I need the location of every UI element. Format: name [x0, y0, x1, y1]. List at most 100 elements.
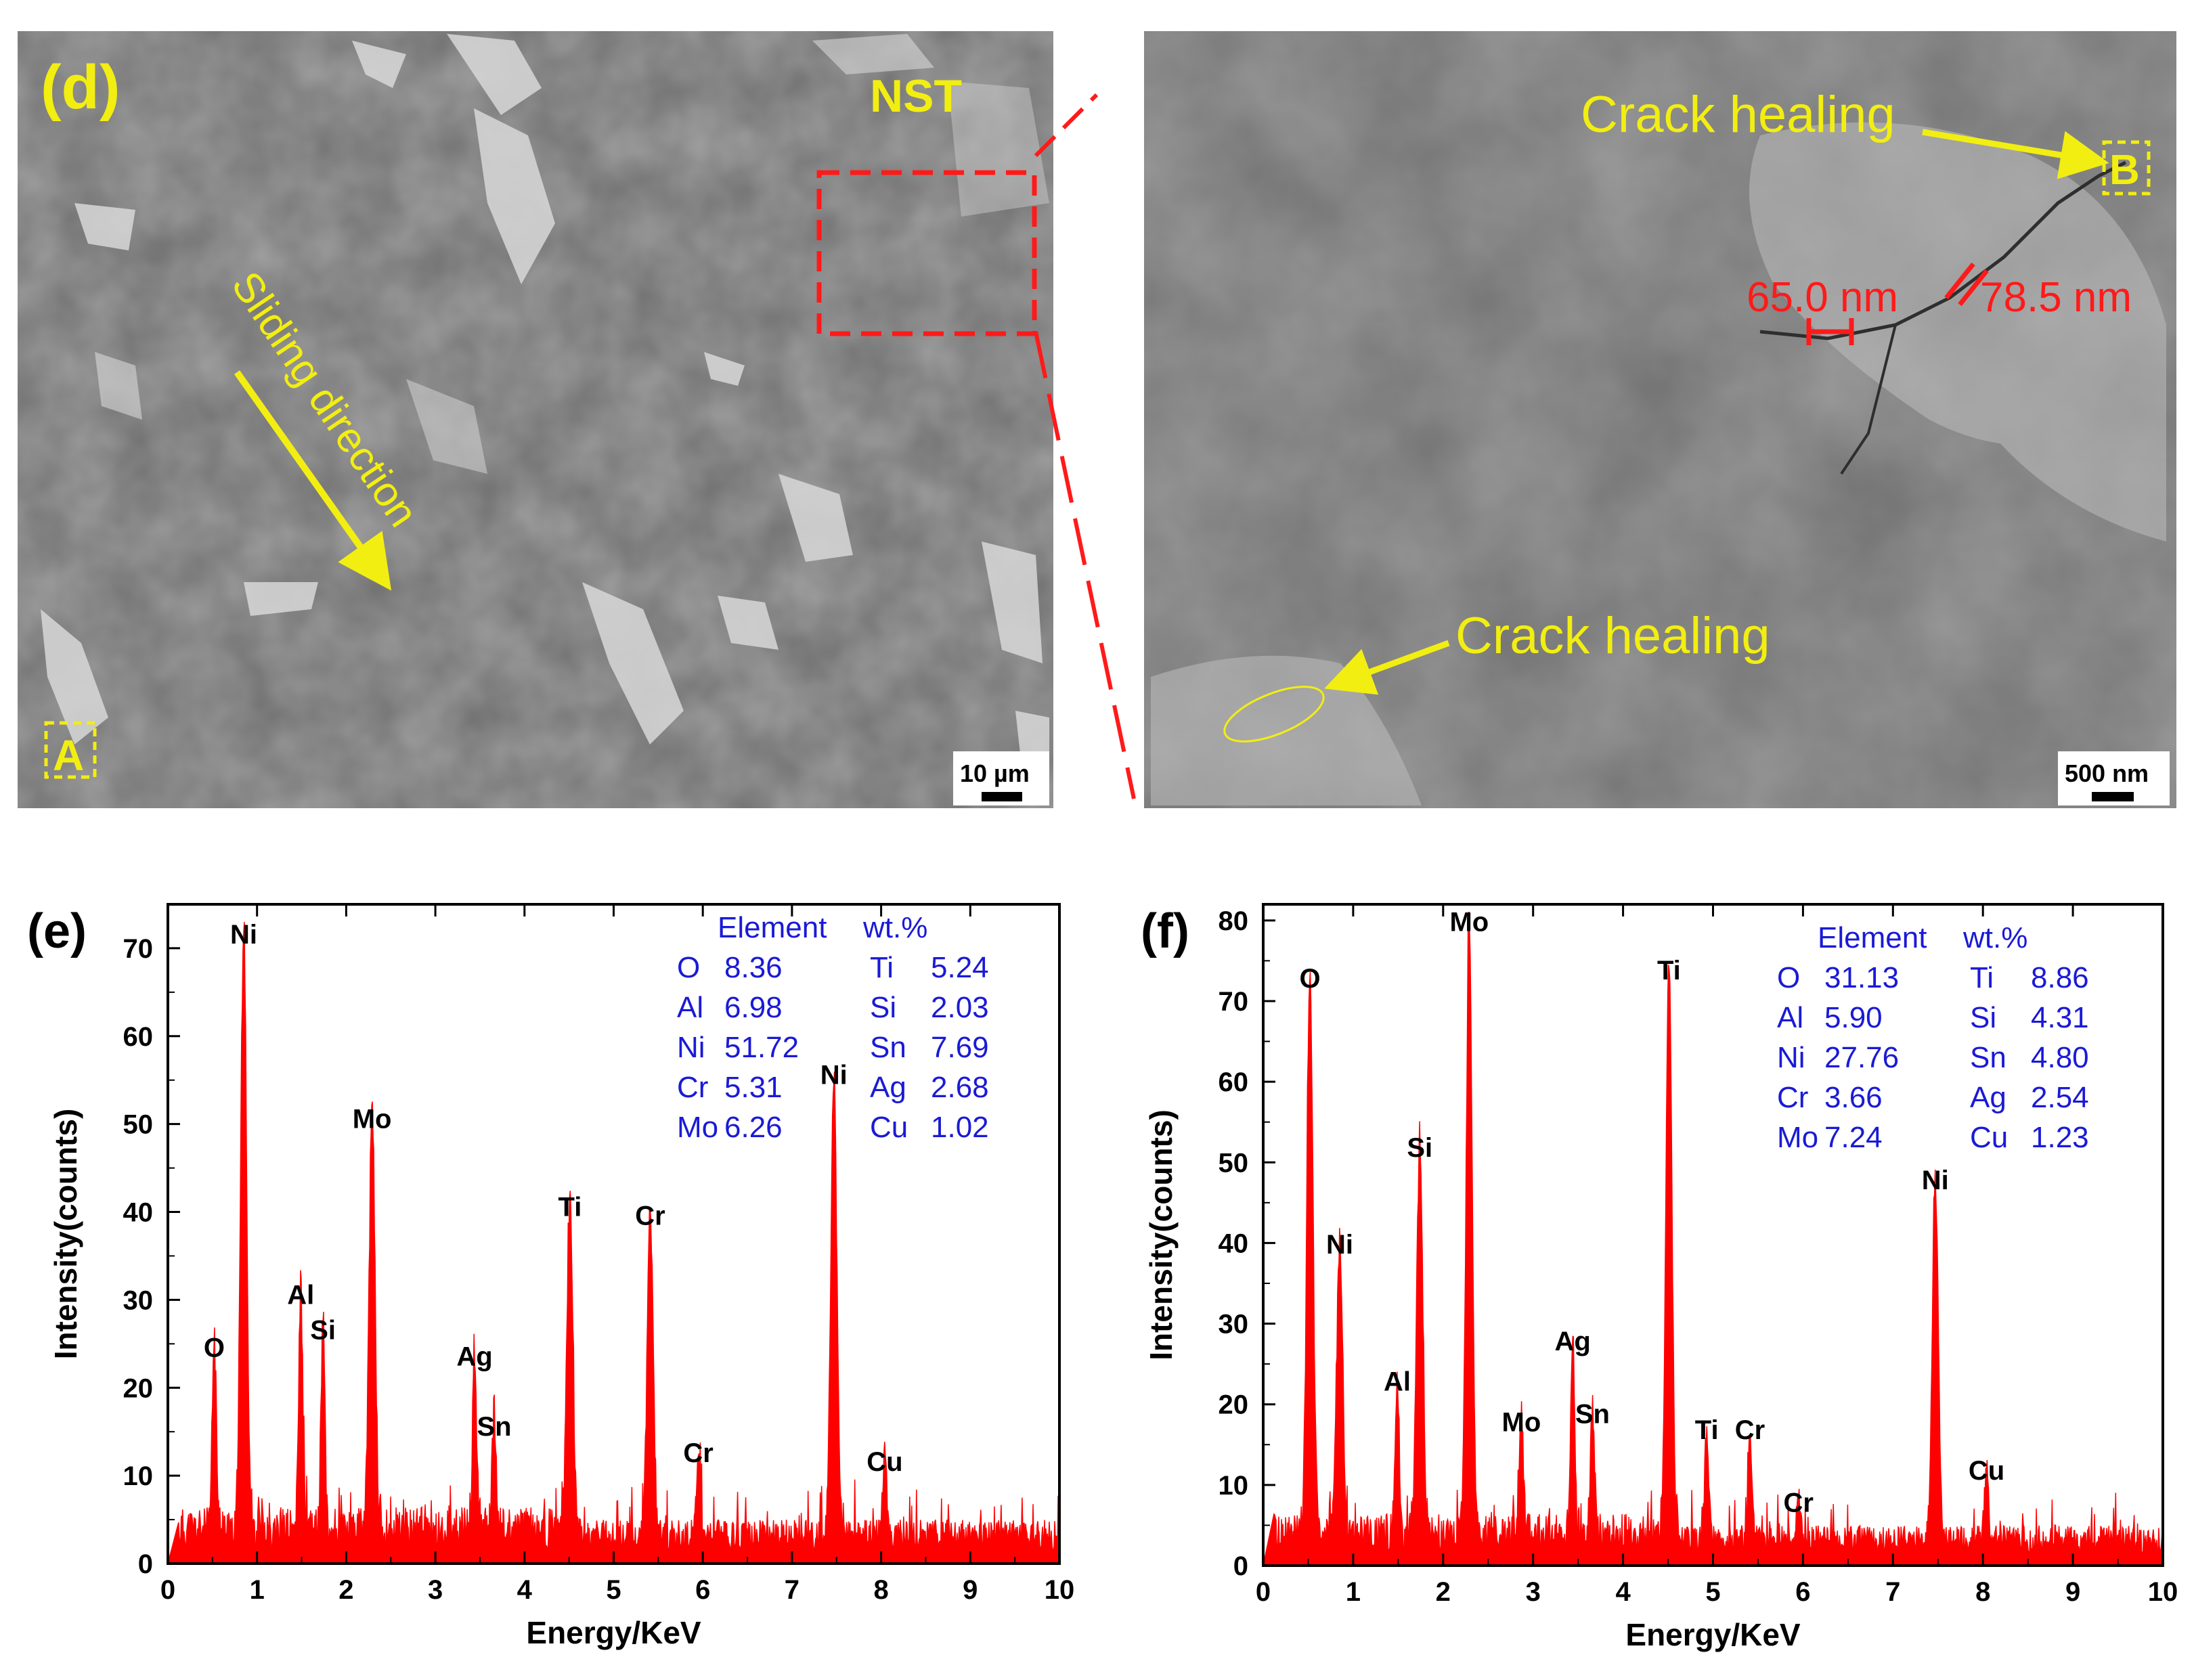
table-value: 1.23 — [2031, 1121, 2089, 1154]
peak-label: Ag — [456, 1342, 492, 1371]
x-tick-label: 1 — [250, 1575, 265, 1605]
y-tick-label: 60 — [1219, 1067, 1249, 1097]
y-axis-label: Intensity(counts) — [48, 1109, 83, 1360]
table-value: 4.80 — [2031, 1041, 2089, 1074]
peak-label: O — [1300, 964, 1321, 994]
healed-crack-ellipse — [1223, 686, 1325, 743]
x-tick-label: 0 — [160, 1575, 175, 1605]
x-axis-label: Energy/KeV — [526, 1615, 701, 1650]
y-tick-label: 20 — [1219, 1390, 1249, 1420]
peak-label: Ni — [1326, 1230, 1353, 1260]
peak-label: Si — [310, 1315, 336, 1345]
crack-width-1-marker — [1806, 318, 1854, 345]
table-value: 7.69 — [931, 1031, 989, 1064]
peak-label: Sn — [477, 1412, 511, 1442]
peak-label: Ti — [1695, 1415, 1719, 1445]
table-element: Mo — [1777, 1121, 1818, 1154]
sliding-direction-arrow — [234, 370, 392, 591]
crack-healing-bottom-label: Crack healing — [1455, 607, 1770, 665]
peak-label: Ni — [230, 920, 257, 950]
spectrum — [167, 922, 1060, 1564]
table-element: Ni — [1777, 1041, 1805, 1074]
zoom-connector-top — [1034, 93, 1099, 158]
sem-d-scalebar — [982, 792, 1022, 801]
x-tick-label: 6 — [1795, 1577, 1810, 1607]
table-value: 8.36 — [724, 951, 783, 984]
wear-debris — [41, 34, 1049, 778]
table-element: Cu — [870, 1111, 908, 1144]
sem-zoom-scalebar-label: 500 nm — [2065, 759, 2149, 787]
table-element: Ag — [870, 1071, 906, 1104]
y-tick-label: 30 — [1219, 1310, 1249, 1340]
y-axis-label: Intensity(counts) — [1143, 1109, 1179, 1361]
x-tick-label: 4 — [1615, 1577, 1631, 1607]
sem-image-zoom: Crack healing B 65.0 nm 78.5 nm Crack he… — [1144, 31, 2176, 808]
sem-d-texture — [18, 31, 1053, 808]
y-tick-label: 30 — [123, 1285, 154, 1315]
x-tick-label: 0 — [1256, 1577, 1271, 1607]
x-tick-label: 10 — [1045, 1575, 1075, 1605]
y-tick-label: 0 — [138, 1549, 153, 1579]
x-tick-label: 10 — [2148, 1577, 2178, 1607]
peak-label: O — [204, 1333, 225, 1363]
peak-label: Cu — [1969, 1456, 2004, 1486]
table-value: 8.86 — [2031, 961, 2089, 994]
x-tick-label: 4 — [517, 1575, 533, 1605]
y-tick-label: 70 — [1219, 987, 1249, 1017]
peak-label: Ti — [1657, 956, 1681, 986]
table-header-wt: wt.% — [1962, 921, 2027, 954]
table-value: 6.26 — [724, 1111, 783, 1144]
peak-label: Cr — [1784, 1488, 1814, 1518]
zoom-connector-bottom — [1034, 331, 1136, 799]
peak-label: Mo — [1449, 908, 1489, 937]
table-element: O — [1777, 961, 1800, 994]
y-tick-label: 0 — [1233, 1551, 1248, 1581]
sem-d-panel-label: (d) — [41, 53, 120, 122]
sem-d-scalebar-label: 10 µm — [960, 759, 1030, 787]
peak-label: Ni — [1922, 1166, 1949, 1195]
x-tick-label: 7 — [785, 1575, 799, 1605]
peak-label: Ag — [1555, 1327, 1591, 1356]
sem-zoom-scalebar — [2092, 792, 2134, 801]
peak-label: Cr — [635, 1201, 665, 1231]
x-tick-label: 8 — [1975, 1577, 1990, 1607]
table-value: 2.68 — [931, 1071, 989, 1104]
table-element: Sn — [870, 1031, 906, 1064]
sem-d-region-label: NST — [870, 70, 962, 122]
table-element: Ti — [1970, 961, 1994, 994]
x-tick-label: 6 — [695, 1575, 710, 1605]
table-element: Cr — [1777, 1081, 1808, 1114]
table-value: 2.54 — [2031, 1081, 2089, 1114]
crack-branch — [1840, 324, 1897, 475]
table-value: 6.98 — [724, 991, 783, 1024]
table-header-element: Element — [1818, 921, 1927, 954]
x-tick-label: 5 — [606, 1575, 621, 1605]
table-value: 27.76 — [1824, 1041, 1899, 1074]
crack-width-1-label: 65.0 nm — [1747, 274, 1898, 321]
spot-a-box — [44, 721, 97, 779]
y-tick-label: 10 — [123, 1461, 154, 1491]
table-value: 5.24 — [931, 951, 989, 984]
sem-image-d: (d) NST Sliding direction A 10 µm — [18, 31, 1053, 808]
crack-width-2-marker — [1944, 262, 1989, 307]
peak-label: Cu — [866, 1447, 902, 1477]
spot-b-box — [2102, 140, 2151, 196]
table-element: Cr — [677, 1071, 708, 1104]
crack-healing-bottom-arrow — [1324, 640, 1450, 695]
eds-chart-f: 0 1 2 3 4 5 6 7 8 9 10 0 10 20 30 40 50 60 70 80 Energy/KeV I… — [1141, 903, 2178, 1652]
x-tick-label: 8 — [873, 1575, 888, 1605]
y-tick-label: 10 — [1219, 1471, 1249, 1501]
x-tick-label: 2 — [1436, 1577, 1451, 1607]
crack-healing-top-label: Crack healing — [1581, 86, 1895, 143]
y-tick-label: 70 — [123, 934, 154, 964]
y-tick-label: 40 — [1219, 1229, 1249, 1258]
peak-label: Ti — [558, 1193, 582, 1222]
zoom-region-box — [816, 170, 1037, 336]
table-value: 4.31 — [2031, 1001, 2089, 1034]
x-tick-label: 3 — [428, 1575, 443, 1605]
y-tick-label: 50 — [123, 1110, 154, 1140]
table-element: O — [677, 951, 700, 984]
table-element: Mo — [677, 1111, 718, 1144]
table-element: Si — [870, 991, 896, 1024]
panel-label: (f) — [1141, 904, 1189, 958]
